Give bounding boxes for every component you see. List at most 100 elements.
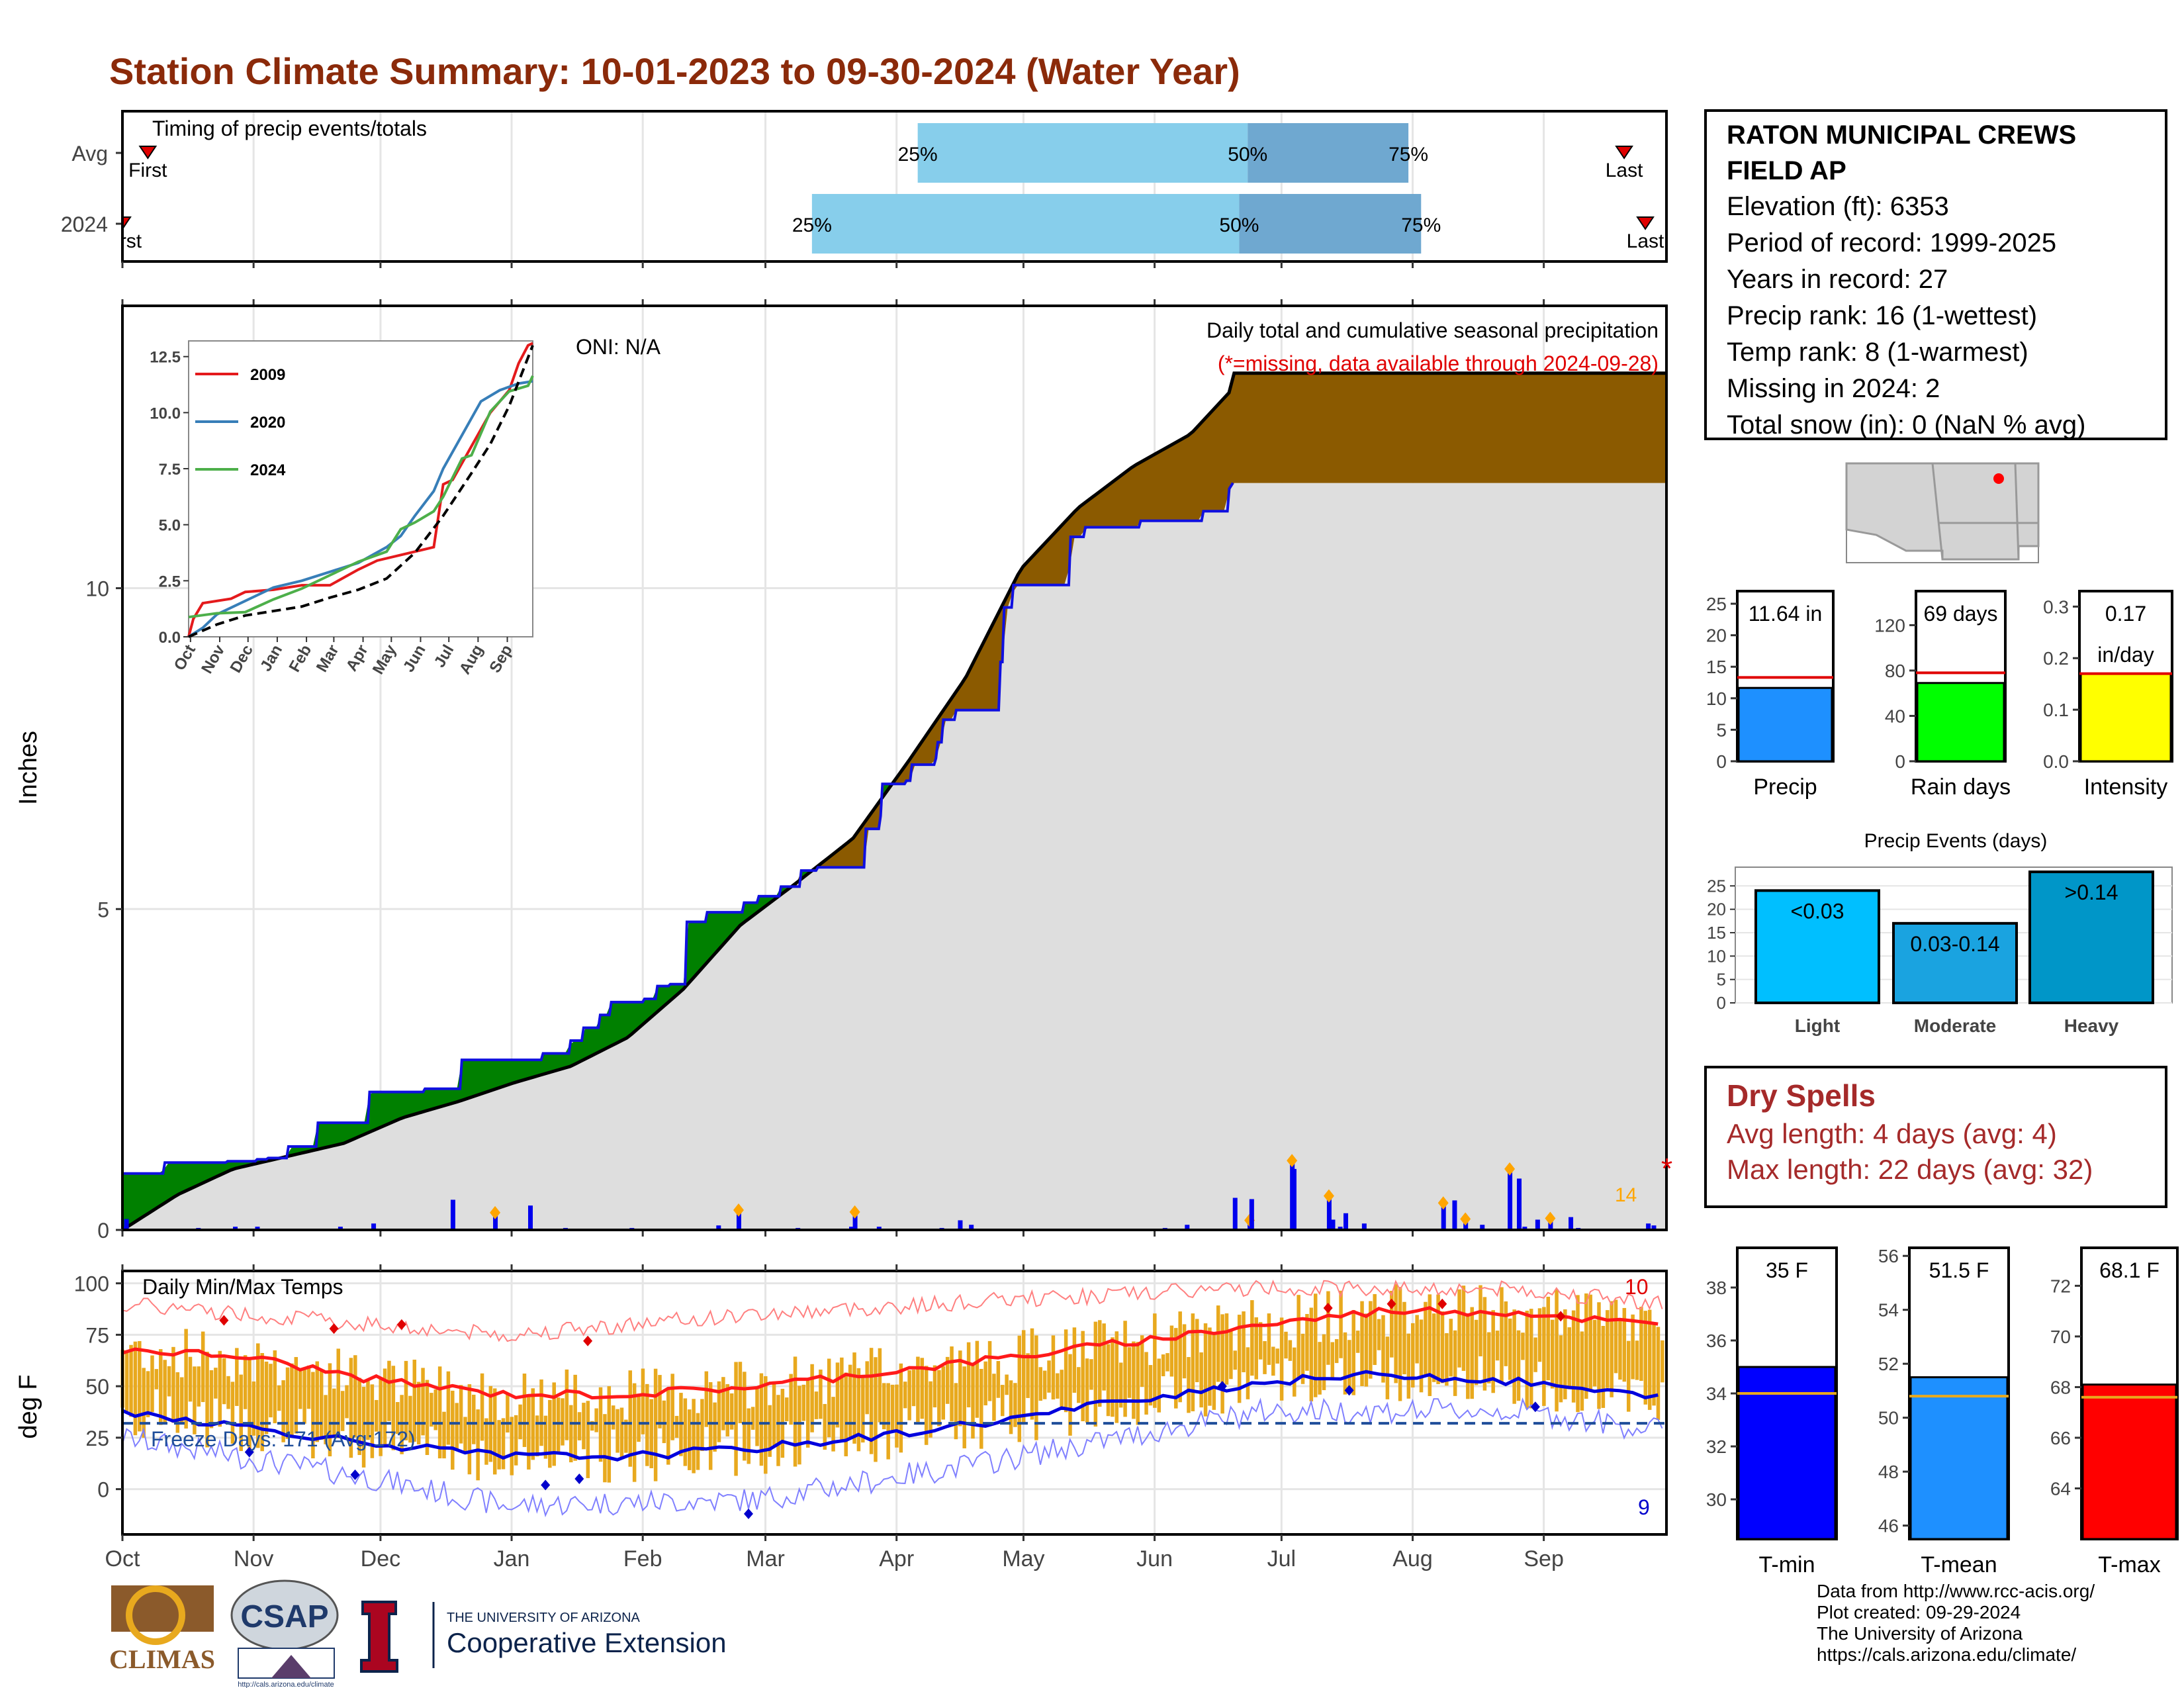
daily-temp-bar	[987, 1340, 992, 1401]
daily-temp-bar	[1279, 1317, 1284, 1401]
daily-temp-bar	[848, 1364, 852, 1437]
daily-temp-bar	[1051, 1335, 1056, 1400]
daily-temp-bar	[1098, 1320, 1102, 1407]
daily-temp-bar	[590, 1421, 594, 1431]
daily-temp-bar	[683, 1398, 688, 1466]
daily-temp-bar	[789, 1374, 793, 1425]
heavy-event-marker	[1545, 1211, 1556, 1225]
daily-precip-bar	[1651, 1225, 1657, 1230]
timing-pct-75: 75%	[1388, 144, 1428, 165]
daily-temp-bar	[201, 1331, 205, 1403]
daily-temp-bar	[1373, 1293, 1377, 1366]
daily-temp-bar	[865, 1361, 869, 1415]
daily-temp-bar	[1005, 1374, 1009, 1395]
daily-temp-bar	[1178, 1311, 1182, 1403]
daily-temp-bar	[1432, 1313, 1436, 1382]
daily-temp-bar	[159, 1349, 163, 1425]
daily-temp-bar	[958, 1350, 962, 1427]
inset-y-label: 7.5	[159, 461, 181, 479]
daily-temp-bar	[1258, 1322, 1263, 1360]
daily-temp-bar	[446, 1371, 451, 1445]
daily-temp-bar	[805, 1380, 810, 1448]
ua-small-text: THE UNIVERSITY OF ARIZONA	[447, 1611, 641, 1625]
daily-temp-bar	[975, 1340, 979, 1418]
timing-bar-25-50	[811, 194, 1240, 254]
daily-temp-bar	[1237, 1315, 1242, 1403]
daily-temp-bar	[713, 1402, 717, 1452]
summary-y-label: 48	[1878, 1462, 1899, 1482]
daily-temp-bar	[463, 1417, 467, 1454]
daily-temp-bar	[1474, 1319, 1479, 1385]
daily-temp-bar	[1631, 1314, 1635, 1380]
daily-temp-bar	[154, 1369, 159, 1389]
daily-temp-bar	[1077, 1367, 1081, 1403]
temps-y-axis-label: deg F	[15, 1374, 42, 1438]
daily-temp-bar	[281, 1380, 285, 1442]
daily-temp-bar	[1300, 1333, 1305, 1384]
precip-summary-charts: 0 5 10 15 20 25 Precip 11.64 in 0 40 80 120 Rain day…	[1706, 590, 2173, 800]
daily-temp-bar	[531, 1388, 535, 1460]
daily-precip-bar	[1535, 1219, 1540, 1230]
daily-temp-bar	[861, 1374, 865, 1443]
daily-temp-bar	[869, 1348, 874, 1454]
daily-precip-bar	[371, 1223, 377, 1230]
daily-temp-bar	[624, 1419, 628, 1453]
inset-y-label: 2.5	[159, 573, 181, 590]
events-y-label: 0	[1717, 993, 1726, 1013]
daily-temp-bar	[1652, 1322, 1656, 1406]
daily-temp-bar	[924, 1366, 929, 1445]
daily-temp-bar	[1555, 1289, 1559, 1412]
daily-temp-bar	[1661, 1340, 1664, 1383]
temps-y-label: 50	[85, 1375, 109, 1399]
daily-temp-bar	[1424, 1301, 1428, 1376]
daily-temp-bar	[615, 1409, 619, 1453]
temps-chart: 0 25 50 75 100 Oct Nov Dec Jan Feb Mar Apr May Jun Jul…	[15, 1264, 1668, 1571]
daily-temp-bar	[175, 1372, 180, 1433]
daily-precip-bar	[1508, 1168, 1513, 1230]
daily-temp-bar	[1233, 1350, 1238, 1370]
daily-temp-bar	[184, 1329, 188, 1429]
daily-temp-bar	[193, 1366, 197, 1434]
record-low-marker	[1344, 1385, 1354, 1396]
events-title: Precip Events (days)	[1864, 830, 2048, 852]
daily-temp-bar	[1132, 1341, 1136, 1419]
daily-temp-bar	[370, 1384, 375, 1458]
daily-temp-bar	[472, 1394, 476, 1444]
daily-temp-bar	[387, 1360, 391, 1421]
daily-temp-bar	[302, 1367, 306, 1424]
daily-temp-bar	[962, 1366, 966, 1448]
daily-temp-bar	[819, 1369, 823, 1419]
daily-temp-bar	[1436, 1294, 1440, 1384]
daily-temp-bar	[1182, 1324, 1187, 1379]
daily-temp-bar	[514, 1415, 518, 1466]
timing-border	[121, 110, 1668, 263]
map-state-border-3	[2014, 463, 2020, 560]
events-category-label: Heavy	[2064, 1015, 2119, 1036]
month-label: Sep	[1524, 1546, 1564, 1571]
missing-days: Missing in 2024: 2	[1727, 374, 1940, 403]
daily-temp-bar	[1026, 1353, 1030, 1398]
daily-temp-bar	[1140, 1335, 1144, 1387]
temps-y-label: 75	[85, 1323, 109, 1347]
record-low-count: 9	[1638, 1495, 1650, 1519]
daily-precip-bar	[1291, 1168, 1297, 1230]
elevation: Elevation (ft): 6353	[1727, 192, 1949, 221]
inset-y-label: 10.0	[150, 404, 181, 422]
timing-chart: 25%50%75%FirstLastAvg25%50%75%FirstLast2…	[61, 108, 1694, 1237]
daily-temp-bar	[235, 1348, 239, 1406]
daily-temp-bar	[353, 1355, 357, 1438]
daily-temp-bar	[138, 1340, 142, 1432]
summary-bar	[2081, 1383, 2177, 1540]
daily-temp-bar	[835, 1362, 840, 1428]
daily-precip-bar	[1522, 1227, 1527, 1230]
timing-pct-75: 75%	[1401, 214, 1441, 236]
daily-temp-bar	[598, 1387, 603, 1462]
daily-temp-bar	[1034, 1335, 1038, 1440]
daily-temp-bar	[1118, 1362, 1123, 1408]
daily-temp-bar	[1576, 1295, 1580, 1413]
heavy-event-marker	[1437, 1196, 1449, 1210]
daily-temp-bar	[430, 1393, 433, 1427]
daily-temp-bar	[814, 1391, 819, 1419]
inset-line-2024	[188, 375, 534, 619]
summary-y-label: 38	[1706, 1278, 1727, 1298]
